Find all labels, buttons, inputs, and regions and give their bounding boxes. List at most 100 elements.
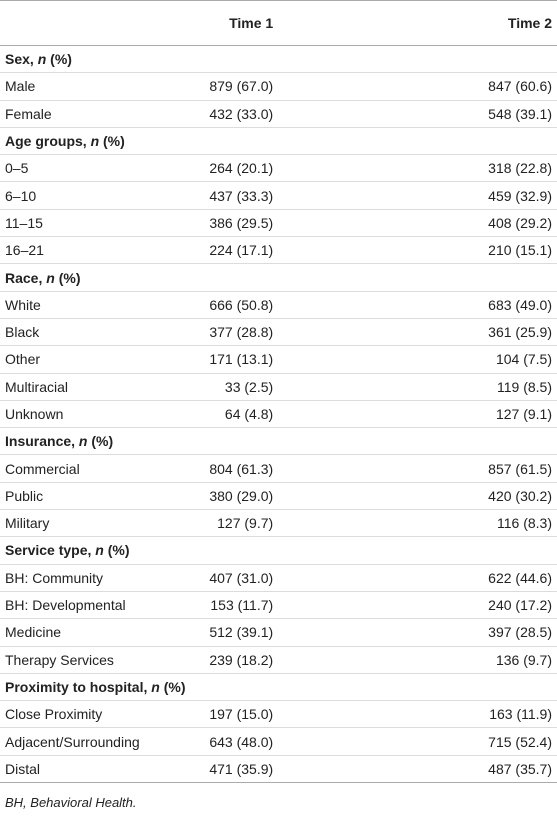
cell-value: 318 (22.8) bbox=[483, 154, 557, 183]
data-row: Other 171 (13.1) 104 (7.5) bbox=[0, 345, 557, 374]
heading-part: (%) bbox=[91, 433, 114, 450]
row-label: White bbox=[0, 291, 145, 319]
row-label: BH: Community bbox=[0, 564, 145, 592]
cell-value: 548 (39.1) bbox=[483, 100, 557, 128]
cell-value: 437 (33.3) bbox=[144, 181, 484, 210]
row-label: Adjacent/Surrounding bbox=[0, 727, 145, 756]
heading-part: n bbox=[37, 51, 47, 68]
heading-part: Age groups, bbox=[5, 133, 87, 150]
data-row: Male 879 (67.0) 847 (60.6) bbox=[0, 72, 557, 101]
cell-value: 471 (35.9) bbox=[144, 755, 484, 784]
row-label: Black bbox=[0, 318, 145, 347]
cell-value: 715 (52.4) bbox=[483, 727, 557, 756]
section-heading: Sex, n (%) bbox=[0, 45, 557, 74]
cell-value: 33 (2.5) bbox=[144, 373, 484, 401]
cell-value: 857 (61.5) bbox=[483, 454, 557, 483]
row-label: 0–5 bbox=[0, 154, 145, 183]
table-header: Time 1 Time 2 bbox=[0, 0, 557, 46]
row-label: 6–10 bbox=[0, 181, 145, 210]
row-label: Therapy Services bbox=[0, 646, 145, 674]
section-heading: Age groups, n (%) bbox=[0, 127, 557, 156]
data-row: BH: Developmental 153 (11.7) 240 (17.2) bbox=[0, 591, 557, 620]
data-row: White 666 (50.8) 683 (49.0) bbox=[0, 291, 557, 319]
cell-value: 104 (7.5) bbox=[483, 345, 557, 374]
row-label: 11–15 bbox=[0, 209, 145, 238]
cell-value: 361 (25.9) bbox=[483, 318, 557, 347]
cell-value: 683 (49.0) bbox=[483, 291, 557, 319]
cell-value: 264 (20.1) bbox=[144, 154, 484, 183]
heading-part: Sex, bbox=[5, 51, 34, 68]
row-label: Female bbox=[0, 100, 145, 128]
data-row: 0–5 264 (20.1) 318 (22.8) bbox=[0, 154, 557, 183]
heading-part: n bbox=[151, 678, 160, 695]
row-label: Public bbox=[0, 482, 145, 511]
heading-part: n bbox=[78, 433, 88, 450]
cell-value: 380 (29.0) bbox=[144, 482, 484, 511]
data-row: Medicine 512 (39.1) 397 (28.5) bbox=[0, 618, 557, 647]
heading-part: n bbox=[46, 269, 55, 286]
row-label: Other bbox=[0, 345, 145, 374]
data-row: Female 432 (33.0) 548 (39.1) bbox=[0, 100, 557, 128]
heading-part: Proximity to hospital, bbox=[5, 678, 148, 695]
data-row: Public 380 (29.0) 420 (30.2) bbox=[0, 482, 557, 511]
data-row: 16–21 224 (17.1) 210 (15.1) bbox=[0, 236, 557, 265]
heading-part: n bbox=[90, 133, 100, 150]
cell-value: 136 (9.7) bbox=[483, 646, 557, 674]
section-heading: Race, n (%) bbox=[0, 263, 557, 292]
heading-part: (%) bbox=[163, 678, 186, 695]
cell-value: 210 (15.1) bbox=[483, 236, 557, 265]
cell-value: 239 (18.2) bbox=[144, 646, 484, 674]
data-table: Time 1 Time 2 Sex, n (%) Male 879 (67.0) 84… bbox=[0, 0, 557, 784]
cell-value: 459 (32.9) bbox=[483, 181, 557, 210]
cell-value: 643 (48.0) bbox=[144, 727, 484, 756]
row-label: Male bbox=[0, 72, 145, 101]
heading-part: Race, bbox=[5, 269, 43, 286]
cell-value: 64 (4.8) bbox=[144, 400, 484, 429]
row-label: Commercial bbox=[0, 454, 145, 483]
cell-value: 119 (8.5) bbox=[483, 373, 557, 401]
cell-value: 512 (39.1) bbox=[144, 618, 484, 647]
cell-value: 420 (30.2) bbox=[483, 482, 557, 511]
data-row: 6–10 437 (33.3) 459 (32.9) bbox=[0, 181, 557, 210]
section-row: Insurance, n (%) bbox=[0, 427, 557, 456]
section-row: Race, n (%) bbox=[0, 263, 557, 292]
cell-value: 432 (33.0) bbox=[144, 100, 484, 128]
cell-value: 171 (13.1) bbox=[144, 345, 484, 374]
cell-value: 386 (29.5) bbox=[144, 209, 484, 238]
cell-value: 804 (61.3) bbox=[144, 454, 484, 483]
cell-value: 127 (9.7) bbox=[144, 509, 484, 538]
data-row: Distal 471 (35.9) 487 (35.7) bbox=[0, 755, 557, 784]
heading-part: Service type, bbox=[5, 542, 92, 559]
section-heading: Proximity to hospital, n (%) bbox=[0, 673, 557, 702]
footnote: BH, Behavioral Health. bbox=[5, 795, 137, 811]
row-label: Medicine bbox=[0, 618, 145, 647]
section-row: Service type, n (%) bbox=[0, 536, 557, 565]
table-body: Sex, n (%) Male 879 (67.0) 847 (60.6) Female… bbox=[0, 45, 557, 784]
column-header: Time 2 bbox=[483, 0, 557, 46]
cell-value: 240 (17.2) bbox=[483, 591, 557, 620]
section-heading: Service type, n (%) bbox=[0, 536, 557, 565]
data-row: Unknown 64 (4.8) 127 (9.1) bbox=[0, 400, 557, 429]
row-label: 16–21 bbox=[0, 236, 145, 265]
data-row: 11–15 386 (29.5) 408 (29.2) bbox=[0, 209, 557, 238]
cell-value: 153 (11.7) bbox=[144, 591, 484, 620]
section-row: Sex, n (%) bbox=[0, 45, 557, 74]
data-row: Military 127 (9.7) 116 (8.3) bbox=[0, 509, 557, 538]
cell-value: 622 (44.6) bbox=[483, 564, 557, 592]
header-row: Time 1 Time 2 bbox=[0, 0, 557, 46]
section-heading: Insurance, n (%) bbox=[0, 427, 557, 456]
column-header: Time 1 bbox=[144, 0, 484, 46]
heading-part: n bbox=[95, 542, 104, 559]
cell-value: 407 (31.0) bbox=[144, 564, 484, 592]
cell-value: 116 (8.3) bbox=[483, 509, 557, 538]
heading-part: (%) bbox=[107, 542, 130, 559]
cell-value: 377 (28.8) bbox=[144, 318, 484, 347]
cell-value: 487 (35.7) bbox=[483, 755, 557, 784]
cell-value: 224 (17.1) bbox=[144, 236, 484, 265]
row-label: Multiracial bbox=[0, 373, 145, 401]
cell-value: 163 (11.9) bbox=[483, 700, 557, 729]
row-label: Close Proximity bbox=[0, 700, 145, 729]
cell-value: 408 (29.2) bbox=[483, 209, 557, 238]
cell-value: 397 (28.5) bbox=[483, 618, 557, 647]
data-row: Close Proximity 197 (15.0) 163 (11.9) bbox=[0, 700, 557, 729]
